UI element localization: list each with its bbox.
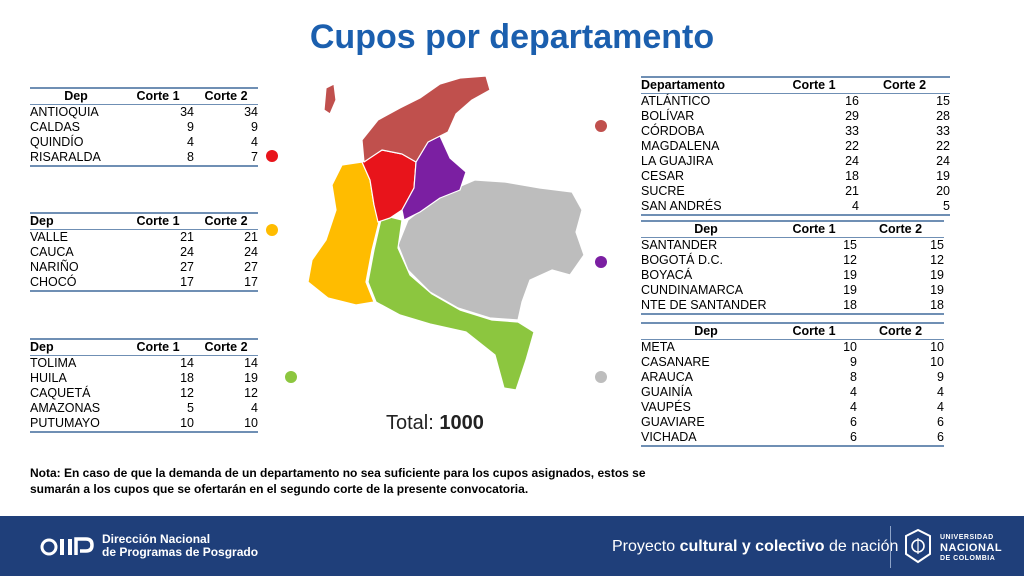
footnote: Nota: En caso de que la demanda de un de…: [30, 466, 646, 496]
legend-dot-red: [266, 150, 278, 162]
table-row: VAUPÉS 4 4: [641, 400, 944, 414]
table-row: CHOCÓ 17 17: [30, 275, 258, 291]
table-row: BOYACÁ 19 19: [641, 268, 944, 282]
column-header-corte2: Corte 2: [204, 214, 248, 228]
table-row: CALDAS 9 9: [30, 120, 258, 134]
table-row: HUILA 18 19: [30, 371, 258, 385]
table-row: SANTANDER 15 15: [641, 238, 944, 252]
column-header-corte2: Corte 2: [882, 78, 927, 92]
table-row: CAQUETÁ 12 12: [30, 386, 258, 400]
table-red-group: Dep Corte 1 Corte 2 ANTIOQUIA 34 34 CALDAS…: [30, 87, 258, 167]
column-header-corte1: Corte 1: [792, 324, 836, 338]
column-header-corte1: Corte 1: [792, 78, 836, 92]
table-row: ATLÁNTICO 16 15: [641, 94, 950, 108]
table-row: GUAVIARE 6 6: [641, 415, 944, 429]
legend-dot-gray: [595, 371, 607, 383]
total-display: Total: 1000: [386, 412, 484, 435]
table-row: BOLÍVAR 29 28: [641, 109, 950, 123]
table-row: NTE DE SANTANDER 18 18: [641, 298, 944, 314]
column-header-corte2: Corte 2: [204, 340, 248, 354]
legend-dot-purple: [595, 256, 607, 268]
table-row: NARIÑO 27 27: [30, 260, 258, 274]
column-header-corte1: Corte 1: [136, 340, 180, 354]
posgrado-brand: Dirección Nacional de Programas de Posgr…: [102, 532, 259, 559]
table-row: CÓRDOBA 33 33: [641, 124, 950, 138]
table-row: CAUCA 24 24: [30, 245, 258, 259]
table-caribbean-group: Departamento Corte 1 Corte 2 ATLÁNTICO 16…: [641, 76, 950, 216]
table-row: META 10 10: [641, 340, 944, 354]
table-row: PUTUMAYO 10 10: [30, 416, 258, 432]
table-green-group: Dep Corte 1 Corte 2 TOLIMA 14 14 HUILA 18 19…: [30, 338, 258, 433]
column-header-corte1: Corte 1: [136, 89, 180, 103]
posgrado-logo-icon: [40, 537, 94, 556]
table-row: TOLIMA 14 14: [30, 356, 258, 370]
table-row: LA GUAJIRA 24 24: [641, 154, 950, 168]
map-region-san-andres: [323, 83, 337, 115]
column-header-dep: Dep: [30, 340, 54, 354]
table-row: MAGDALENA 22 22: [641, 139, 950, 153]
table-row: CASANARE 9 10: [641, 355, 944, 369]
colombia-map: [307, 75, 585, 391]
column-header-dep: Dep: [64, 89, 88, 103]
table-row: VALLE 21 21: [30, 230, 258, 244]
table-row: QUINDÍO 4 4: [30, 135, 258, 149]
column-header-corte1: Corte 1: [136, 214, 180, 228]
column-header-departamento: Departamento: [641, 78, 726, 92]
table-row: BOGOTÁ D.C. 12 12: [641, 253, 944, 267]
table-row: CESAR 18 19: [641, 169, 950, 183]
table-row: RISARALDA 8 7: [30, 150, 258, 166]
column-header-corte2: Corte 2: [878, 324, 923, 338]
column-header-corte1: Corte 1: [792, 222, 836, 236]
page-title: Cupos por departamento: [309, 18, 715, 56]
university-seal-icon: [905, 528, 931, 564]
table-row: ANTIOQUIA 34 34: [30, 105, 258, 119]
total-value: 1000: [439, 412, 484, 434]
legend-dot-brown: [595, 120, 607, 132]
table-row: VICHADA 6 6: [641, 430, 944, 446]
table-row: SUCRE 21 20: [641, 184, 950, 198]
column-header-dep: Dep: [30, 214, 54, 228]
table-purple-group: Dep Corte 1 Corte 2 SANTANDER 15 15 BOGOTÁ…: [641, 220, 944, 315]
table-yellow-group: Dep Corte 1 Corte 2 VALLE 21 21 CAUCA 24 24 …: [30, 212, 258, 292]
table-row: ARAUCA 8 9: [641, 370, 944, 384]
legend-dot-yellow: [266, 224, 278, 236]
column-header-dep: Dep: [694, 324, 718, 338]
footer-divider: [890, 526, 891, 568]
map-region-green: [367, 214, 535, 391]
column-header-corte2: Corte 2: [878, 222, 923, 236]
column-header-dep: Dep: [694, 222, 718, 236]
total-label: Total:: [386, 412, 434, 434]
map-region-gray: [397, 179, 585, 321]
map-region-brown: [361, 75, 491, 163]
column-header-corte2: Corte 2: [204, 89, 248, 103]
table-gray-group: Dep Corte 1 Corte 2 META 10 10 CASANARE 9 10…: [641, 322, 944, 447]
university-name: UNIVERSIDAD NACIONAL DE COLOMBIA: [940, 534, 1003, 562]
table-row: AMAZONAS 5 4: [30, 401, 258, 415]
legend-dot-green: [285, 371, 297, 383]
footer-bar: Dirección Nacional de Programas de Posgr…: [0, 516, 1024, 576]
table-row: SAN ANDRÉS 4 5: [641, 199, 950, 215]
slogan: Proyecto cultural y colectivo de nación: [612, 538, 899, 555]
table-row: GUAINÍA 4 4: [641, 385, 944, 399]
table-row: CUNDINAMARCA 19 19: [641, 283, 944, 297]
